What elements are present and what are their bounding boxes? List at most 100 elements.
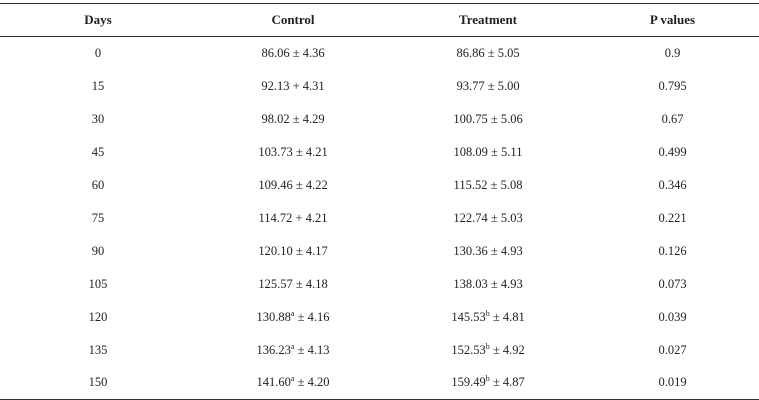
days-cell: 45	[91, 144, 105, 159]
p-value-cell: 0.499	[658, 144, 687, 159]
treatment-sd: 4.93	[500, 276, 523, 291]
treatment-mean: 130.36	[453, 243, 488, 258]
p-value-cell: 0.073	[658, 276, 687, 291]
table-row: 90 120.10 ± 4.17 130.36 ± 4.93 0.126	[0, 235, 759, 268]
control-mean: 103.73	[258, 144, 293, 159]
control-operator: ±	[295, 177, 303, 192]
column-header-treatment: Treatment	[390, 3, 586, 37]
treatment-operator: ±	[490, 177, 498, 192]
column-header-p-values: P values	[586, 3, 759, 37]
table-row: 75 114.72 + 4.21 122.74 ± 5.03 0.221	[0, 202, 759, 235]
treatment-cell: 145.53b ± 4.81	[390, 301, 586, 334]
treatment-mean: 100.75	[453, 111, 488, 126]
treatment-cell: 122.74 ± 5.03	[390, 202, 586, 235]
p-value-cell: 0.9	[664, 45, 681, 60]
control-sd: 4.29	[302, 111, 325, 126]
days-cell: 60	[91, 177, 105, 192]
treatment-sd: 4.87	[502, 375, 525, 390]
days-cell: 15	[91, 78, 105, 93]
days-cell: 30	[91, 111, 105, 126]
control-cell: 98.02 ± 4.29	[196, 103, 390, 136]
table-row: 120 130.88a ± 4.16 145.53b ± 4.81 0.039	[0, 301, 759, 334]
control-operator: +	[292, 78, 300, 93]
p-value-cell: 0.221	[658, 210, 687, 225]
control-operator: ±	[297, 309, 305, 324]
control-cell: 136.23a ± 4.13	[196, 334, 390, 367]
days-cell: 150	[0, 366, 196, 400]
table-row: 60 109.46 ± 4.22 115.52 ± 5.08 0.346	[0, 169, 759, 202]
control-sd: 4.31	[302, 78, 325, 93]
table-header: Days Control Treatment P values	[0, 3, 759, 37]
treatment-operator: ±	[491, 144, 498, 159]
control-cell: 92.13 + 4.31	[196, 70, 390, 103]
treatment-sd: 5.06	[500, 111, 523, 126]
control-mean: 114.72	[258, 210, 293, 225]
treatment-mean: 138.03	[453, 276, 488, 291]
treatment-operator: ±	[490, 243, 498, 258]
treatment-superscript: b	[485, 341, 490, 351]
treatment-sd: 5.03	[500, 210, 523, 225]
treatment-operator: ±	[490, 276, 498, 291]
treatment-sd: 4.92	[502, 342, 525, 357]
treatment-sd: 4.93	[500, 243, 523, 258]
control-cell: 103.73 ± 4.21	[196, 136, 390, 169]
treatment-operator: ±	[492, 375, 500, 390]
control-cell: 125.57 ± 4.18	[196, 268, 390, 301]
treatment-cell: 130.36 ± 4.93	[390, 235, 586, 268]
days-cell: 0	[94, 45, 102, 60]
table-row: 135 136.23a ± 4.13 152.53b ± 4.92 0.027	[0, 334, 759, 367]
control-operator: ±	[292, 111, 300, 126]
control-sd: 4.13	[307, 342, 330, 357]
control-sd: 4.18	[305, 276, 328, 291]
p-value-cell: 0.019	[586, 366, 759, 400]
treatment-operator: ±	[487, 78, 495, 93]
p-value-cell: 0.346	[658, 177, 687, 192]
control-superscript: a	[290, 308, 295, 318]
control-cell: 141.60a ± 4.20	[196, 366, 390, 400]
control-mean: 136.23	[256, 342, 291, 357]
table-body: 0 86.06 ± 4.36 86.86 ± 5.05 0.9 15 92.13 + 4.…	[0, 37, 759, 400]
table-row: 30 98.02 ± 4.29 100.75 ± 5.06 0.67	[0, 103, 759, 136]
treatment-cell: 152.53b ± 4.92	[390, 334, 586, 367]
control-operator: ±	[297, 342, 305, 357]
treatment-mean: 145.53	[451, 309, 486, 324]
treatment-mean: 159.49	[451, 375, 486, 390]
control-cell: 130.88a ± 4.16	[196, 301, 390, 334]
treatment-mean: 93.77	[456, 78, 485, 93]
control-sd: 4.22	[305, 177, 328, 192]
treatment-cell: 159.49b ± 4.87	[390, 366, 586, 400]
control-cell: 109.46 ± 4.22	[196, 169, 390, 202]
data-table: Days Control Treatment P values 0 86.06 ±…	[0, 3, 759, 400]
control-mean: 98.02	[261, 111, 290, 126]
treatment-cell: 108.09 ± 5.11	[390, 136, 586, 169]
days-cell: 75	[91, 210, 105, 225]
control-sd: 4.20	[307, 375, 330, 390]
control-mean: 92.13	[261, 78, 290, 93]
column-header-days: Days	[0, 3, 196, 37]
control-operator: ±	[292, 45, 300, 60]
control-cell: 86.06 ± 4.36	[196, 37, 390, 70]
header-row: Days Control Treatment P values	[0, 3, 759, 37]
treatment-cell: 138.03 ± 4.93	[390, 268, 586, 301]
control-operator: +	[295, 210, 303, 225]
control-sd: 4.36	[302, 45, 325, 60]
treatment-sd: 5.08	[500, 177, 523, 192]
control-superscript: a	[290, 341, 295, 351]
p-value-cell: 0.027	[658, 342, 687, 357]
treatment-mean: 152.53	[451, 342, 486, 357]
column-header-control: Control	[196, 3, 390, 37]
days-cell: 120	[88, 309, 108, 324]
control-sd: 4.21	[305, 210, 328, 225]
control-mean: 109.46	[258, 177, 293, 192]
treatment-sd: 4.81	[502, 309, 525, 324]
control-mean: 141.60	[256, 375, 291, 390]
table-row: 150 141.60a ± 4.20 159.49b ± 4.87 0.019	[0, 366, 759, 400]
control-operator: ±	[295, 144, 303, 159]
treatment-sd: 5.00	[497, 78, 520, 93]
table-row: 45 103.73 ± 4.21 108.09 ± 5.11 0.499	[0, 136, 759, 169]
p-value-cell: 0.795	[658, 78, 687, 93]
treatment-operator: ±	[490, 111, 498, 126]
p-value-cell: 0.126	[658, 243, 687, 258]
table-row: 15 92.13 + 4.31 93.77 ± 5.00 0.795	[0, 70, 759, 103]
